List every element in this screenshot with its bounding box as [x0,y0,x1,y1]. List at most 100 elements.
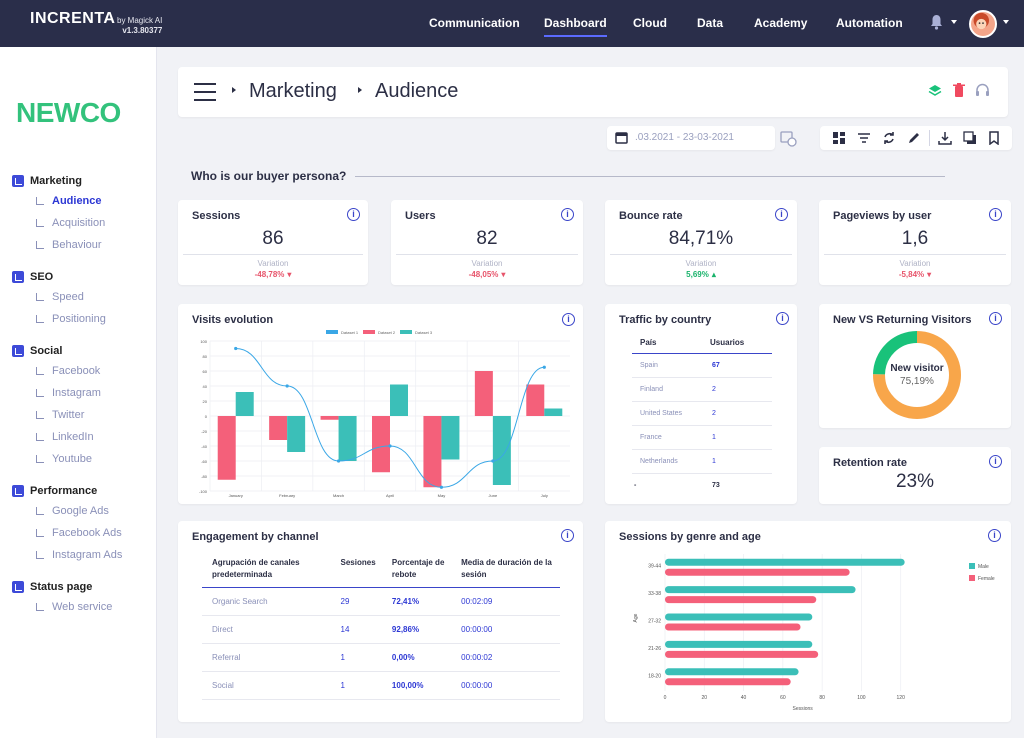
breadcrumb-marketing[interactable]: Marketing [249,80,337,102]
nav-dashboard[interactable]: Dashboard [544,16,607,37]
x-tick-label: 80 [819,695,825,701]
kpi-title: Sessions [192,210,241,222]
y-tick-label: 27-32 [648,619,661,625]
point-dataset-1 [234,346,238,351]
bookmark-icon[interactable] [988,131,1000,145]
calendar-clock-icon[interactable] [780,130,797,147]
sidebar-item-acquisition[interactable]: Acquisition [36,217,105,229]
section-divider [355,176,945,177]
info-icon[interactable]: i [347,208,360,221]
table-cell: Social [212,681,234,690]
table-cell: 00:00:00 [461,625,493,634]
info-icon[interactable]: i [776,312,789,325]
brand-by: by Magick AI [117,16,163,25]
sidebar-section-seo[interactable]: SEO [12,271,53,283]
headset-icon[interactable] [975,83,990,98]
sidebar-section-social[interactable]: Social [12,345,62,357]
download-icon[interactable] [938,131,952,145]
chart-bar-icon [12,581,24,593]
refresh-icon[interactable] [882,131,896,145]
nav-communication[interactable]: Communication [429,16,520,30]
sidebar-item-label: Acquisition [52,217,106,229]
column-header[interactable]: Sesiones [340,558,376,567]
info-icon[interactable]: i [988,529,1001,542]
info-icon[interactable]: i [989,312,1002,325]
page-header: Marketing Audience [178,67,1008,117]
sidebar-item-instagram[interactable]: Instagram [36,387,101,399]
sidebar-item-google-ads[interactable]: Google Ads [36,505,109,517]
copy-icon[interactable] [963,131,977,145]
sidebar-item-behaviour[interactable]: Behaviour [36,239,102,251]
y-axis-label: Age [633,613,639,622]
table-cell: 0,00% [391,653,415,662]
info-icon[interactable]: i [989,455,1002,468]
nav-academy[interactable]: Academy [754,16,808,30]
donut-value: 75,19% [900,376,934,387]
column-header[interactable]: Agrupación de canales predeterminada [212,558,300,579]
sidebar-item-instagram-ads[interactable]: Instagram Ads [36,549,122,561]
bar-male [665,640,813,648]
sidebar-item-facebook[interactable]: Facebook [36,365,100,377]
date-range-picker[interactable]: .03.2021 - 23-03-2021 [607,126,775,150]
sidebar-item-web-service[interactable]: Web service [36,601,112,613]
info-icon[interactable]: i [562,313,575,326]
sub-arrow-icon [36,241,44,249]
trash-icon[interactable] [953,83,965,98]
info-icon[interactable]: i [775,208,788,221]
kpi-variation-label: Variation [899,259,931,268]
sidebar-section-performance[interactable]: Performance [12,485,97,497]
table-cell: 00:02:09 [461,597,493,606]
column-header-usuarios[interactable]: Usuarios [710,338,745,347]
sidebar-item-label: LinkedIn [52,431,94,443]
layers-icon[interactable] [928,84,942,98]
page-title: Audience [375,80,459,102]
sub-arrow-icon [36,529,44,537]
thumbs-down-icon: ▾ [501,270,506,279]
nav-cloud[interactable]: Cloud [633,16,667,30]
sessions-genre-card: Sessions by genre and age i 0 20 40 60 80 100… [605,521,1011,722]
pencil-icon[interactable] [907,131,921,145]
bar-dataset-2 [320,416,339,420]
column-header-pais[interactable]: País [640,338,657,347]
y-tick-label: 33-38 [648,591,661,597]
column-header[interactable]: Media de duración de la sesión [461,558,552,579]
chevron-down-icon[interactable] [1003,20,1009,24]
column-header[interactable]: Porcentaje de rebote [391,558,445,579]
info-icon[interactable]: i [989,208,1002,221]
table-cell: 92,86% [391,625,420,634]
sidebar-item-facebook-ads[interactable]: Facebook Ads [36,527,122,539]
sidebar-section-label: Marketing [30,175,82,187]
menu-icon[interactable] [194,83,216,101]
avatar[interactable] [969,10,997,38]
chart-bar-icon [12,485,24,497]
nav-automation[interactable]: Automation [836,16,903,30]
sidebar-item-youtube[interactable]: Youtube [36,453,92,465]
sidebar: NEWCO Marketing Audience Acquisition Behavi… [0,47,157,738]
chevron-down-icon[interactable] [951,20,957,24]
toolbar [820,126,1012,150]
kpi-title: Bounce rate [619,210,683,222]
sidebar-section-status-page[interactable]: Status page [12,581,92,593]
sidebar-section-label: Performance [30,485,98,497]
bar-dataset-3 [492,416,511,485]
sidebar-item-label: Positioning [52,313,106,325]
sidebar-item-audience[interactable]: Audience [36,195,102,207]
dashboard-icon[interactable] [832,131,846,145]
visitors-title: New VS Returning Visitors [833,314,972,326]
sidebar-item-speed[interactable]: Speed [36,291,84,303]
sidebar-item-positioning[interactable]: Positioning [36,313,106,325]
nav-data[interactable]: Data [697,16,724,30]
y-tick-label: -100 [199,489,208,494]
table-cell: 00:00:00 [461,681,493,690]
sidebar-item-twitter[interactable]: Twitter [36,409,84,421]
bell-icon[interactable] [930,14,943,30]
legend-swatch [363,330,375,334]
brand-logo[interactable]: INCRENTA [30,10,116,27]
sidebar-section-marketing[interactable]: Marketing [12,175,82,187]
info-icon[interactable]: i [561,529,574,542]
sidebar-section-label: Social [30,345,63,357]
sidebar-item-linkedin[interactable]: LinkedIn [36,431,94,443]
filter-icon[interactable] [857,131,871,145]
info-icon[interactable]: i [561,208,574,221]
sub-arrow-icon [36,367,44,375]
